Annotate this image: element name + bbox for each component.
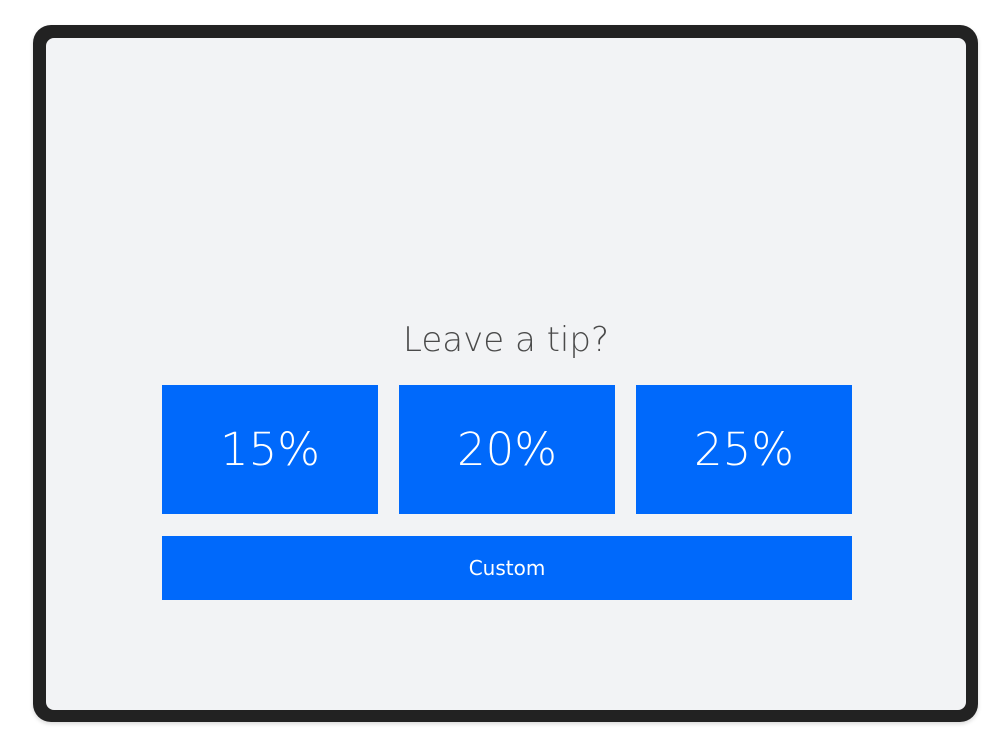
tip-15-button[interactable]: 15% [162,385,378,514]
tip-20-button[interactable]: 20% [399,385,615,514]
device-frame: Leave a tip? 15% 20% 25% Custom [33,25,978,722]
tip-25-button[interactable]: 25% [636,385,852,514]
custom-tip-button[interactable]: Custom [162,536,852,600]
tip-prompt-title: Leave a tip? [403,320,609,360]
tip-screen: Leave a tip? 15% 20% 25% Custom [46,38,966,710]
